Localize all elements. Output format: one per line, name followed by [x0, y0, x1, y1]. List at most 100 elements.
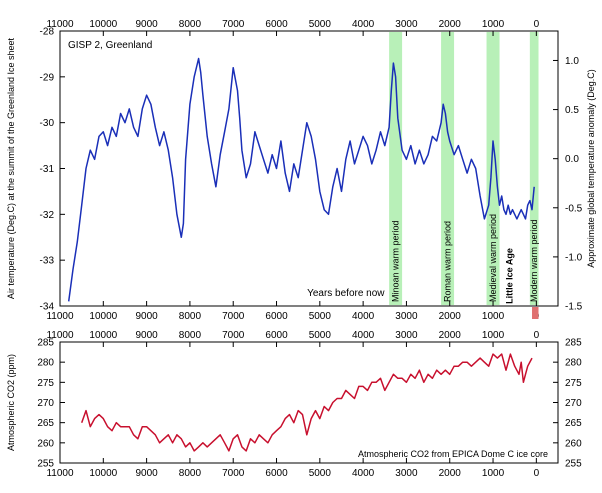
warm-period-band [486, 32, 500, 305]
bottom-x-axis-top: 11000 10000 9000 8000 7000 6000 5000 4000 3000 20… [46, 330, 540, 347]
bottom-x-axis-bottom: 11000 10000 9000 8000 7000 6000 5000 4000 3000 20… [46, 458, 540, 479]
temperature-series-line [67, 57, 535, 302]
y-tick-label: -32 [40, 210, 55, 221]
y-tick-label: -31 [40, 164, 55, 175]
y-axis-label-left: Air temperature (Deg.C) at the summit of… [6, 37, 16, 299]
warm-period-label: Minoan warm period [391, 220, 401, 302]
x-tick-label: 7000 [222, 468, 245, 479]
x-tick-label: 10000 [89, 311, 117, 322]
y-tick-label: 280 [37, 358, 54, 369]
x-tick-label: 0 [534, 19, 540, 30]
x-tick-label: 3000 [395, 468, 418, 479]
x-tick-label: 11000 [46, 330, 74, 341]
x-tick-label: 1000 [482, 19, 505, 30]
x-tick-label: 4000 [352, 330, 375, 341]
x-tick-label: 3000 [395, 19, 418, 30]
co2-series-line [80, 353, 533, 452]
y-tick-label: 260 [565, 438, 582, 449]
x-tick-label: 5000 [309, 19, 332, 30]
y-tick-label: 270 [37, 398, 54, 409]
y-tick-label: 0.5 [565, 105, 579, 116]
y-tick-label: 285 [37, 338, 54, 349]
anomaly-y-axis-right: -1.5 -1.0 -0.5 0.0 0.5 1.0 [553, 56, 583, 313]
x-tick-label: 0 [534, 330, 540, 341]
y-tick-label: -1.5 [565, 302, 583, 313]
co2-y-axis-left: 255 260 265 270 275 280 285 [37, 338, 65, 470]
temperature-panel: 11000 10000 9000 8000 7000 6000 5000 4000 3000 20… [6, 19, 596, 322]
x-tick-label: 7000 [222, 19, 245, 30]
x-tick-label: 9000 [135, 311, 158, 322]
x-tick-label: 9000 [135, 468, 158, 479]
warm-period-band [441, 32, 455, 305]
x-tick-label: 10000 [89, 468, 117, 479]
x-tick-label: 3000 [395, 330, 418, 341]
x-tick-label: 2000 [439, 19, 462, 30]
x-tick-label: 5000 [309, 330, 332, 341]
y-tick-label: 275 [37, 378, 54, 389]
temperature-plot-frame [59, 30, 559, 307]
y-tick-label: -0.5 [565, 203, 583, 214]
y-tick-label: -1.0 [565, 252, 583, 263]
co2-y-axis-label: Atmospheric CO2 (ppm) [6, 354, 16, 451]
co2-panel: 11000 10000 9000 8000 7000 6000 5000 4000 3000 20… [6, 330, 582, 479]
y-tick-label: -28 [40, 27, 55, 38]
x-tick-label: 0 [534, 468, 540, 479]
x-tick-label: 2000 [439, 330, 462, 341]
warm-period-label: Roman warm period [443, 221, 453, 302]
x-axis-label: Years before now [307, 288, 385, 299]
x-tick-label: 6000 [265, 468, 288, 479]
x-tick-label: 5000 [309, 311, 332, 322]
y-tick-label: 280 [565, 358, 582, 369]
y-tick-label: 285 [565, 338, 582, 349]
x-tick-label: 1000 [482, 311, 505, 322]
x-tick-label: 9000 [135, 330, 158, 341]
co2-source-annotation: Atmospheric CO2 from EPICA Dome C ice co… [358, 449, 548, 459]
top-x-axis-bottom: 11000 10000 9000 8000 7000 6000 5000 4000 3000 20… [46, 301, 540, 322]
x-tick-label: 7000 [222, 311, 245, 322]
y-tick-label: 275 [565, 378, 582, 389]
temperature-y-axis-left: -34 -33 -32 -31 -30 -29 -28 [40, 27, 65, 313]
top-x-axis-top: 11000 10000 9000 8000 7000 6000 5000 4000 3000 20… [46, 19, 540, 36]
x-tick-label: 11000 [46, 311, 74, 322]
x-tick-label: 11000 [46, 19, 74, 30]
y-tick-label: 0.0 [565, 154, 579, 165]
y-axis-label-right: Approximate global temperature anomaly (… [586, 69, 596, 268]
x-tick-label: 6000 [265, 330, 288, 341]
x-tick-label: 9000 [135, 19, 158, 30]
warm-period-label: Modern warm period [529, 219, 539, 302]
x-tick-label: 4000 [352, 311, 375, 322]
warm-period-bands [389, 32, 539, 305]
y-tick-label: -29 [40, 72, 55, 83]
x-tick-label: 8000 [179, 468, 202, 479]
x-tick-label: 2000 [439, 311, 462, 322]
y-tick-label: 270 [565, 398, 582, 409]
x-tick-label: 11000 [46, 468, 74, 479]
y-tick-label: 255 [37, 459, 54, 470]
little-ice-age-label: Little Ice Age [505, 248, 515, 304]
warm-period-band [529, 32, 539, 305]
y-tick-label: 255 [565, 459, 582, 470]
x-tick-label: 5000 [309, 468, 332, 479]
x-tick-label: 6000 [265, 19, 288, 30]
y-tick-label: 260 [37, 438, 54, 449]
x-tick-label: 3000 [395, 311, 418, 322]
x-tick-label: 2000 [439, 468, 462, 479]
warm-period-label: Medieval warm period [488, 214, 498, 302]
x-tick-label: 8000 [179, 19, 202, 30]
x-tick-label: 10000 [89, 330, 117, 341]
warm-period-labels: Minoan warm period Roman warm period Medie… [391, 214, 540, 302]
x-tick-label: 1000 [482, 330, 505, 341]
x-tick-label: 8000 [179, 311, 202, 322]
x-tick-label: 10000 [89, 19, 117, 30]
y-tick-label: 265 [565, 418, 582, 429]
y-tick-label: -34 [40, 302, 55, 313]
y-tick-label: 1.0 [565, 56, 579, 67]
co2-y-axis-right: 255 260 265 270 275 280 285 [553, 338, 582, 470]
x-tick-label: 8000 [179, 330, 202, 341]
x-tick-label: 1000 [482, 468, 505, 479]
x-tick-label: 4000 [352, 468, 375, 479]
y-tick-label: -30 [40, 118, 55, 129]
x-tick-label: 6000 [265, 311, 288, 322]
modern-marker [532, 307, 539, 319]
